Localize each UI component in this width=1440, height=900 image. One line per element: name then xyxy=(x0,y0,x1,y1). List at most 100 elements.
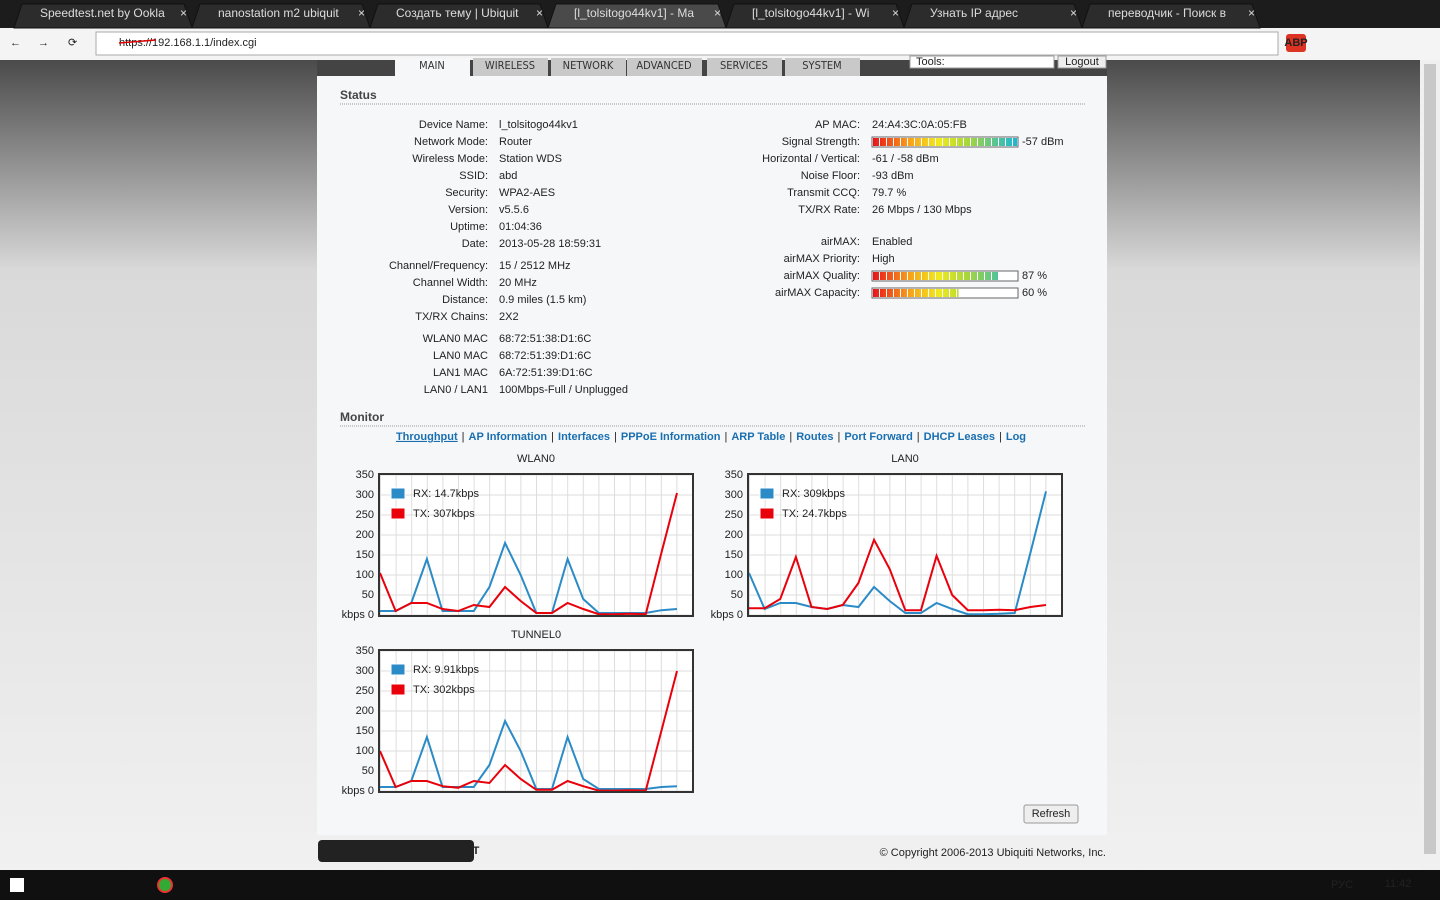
status-label: Wireless Mode: xyxy=(412,153,488,165)
monitor-link[interactable]: Port Forward xyxy=(844,431,912,443)
nav-tab-label: SYSTEM xyxy=(802,59,841,72)
address-bar[interactable] xyxy=(95,31,1279,56)
back[interactable]: ← xyxy=(10,37,21,49)
plot-frame xyxy=(747,473,1063,617)
status-value: v5.5.6 xyxy=(499,204,529,216)
abp-icon[interactable] xyxy=(1286,34,1306,52)
browser-tab[interactable] xyxy=(903,3,1083,29)
browser-tab[interactable] xyxy=(191,3,371,29)
logout-label: Logout xyxy=(1065,56,1099,68)
status-label: WLAN0 MAC xyxy=(423,333,488,345)
browser-tab[interactable] xyxy=(13,3,193,29)
scroll-thumb[interactable] xyxy=(1424,64,1436,854)
monitor-link[interactable]: Routes xyxy=(796,431,833,443)
y-tick-label: 250 xyxy=(356,509,374,521)
status-value: 01:04:36 xyxy=(499,221,542,233)
reload[interactable]: ⟳ xyxy=(68,37,77,49)
plot-frame xyxy=(378,649,694,793)
status-value: l_tolsitogo44kv1 xyxy=(499,119,578,131)
link-separator: | xyxy=(614,431,617,443)
status-label: LAN0 MAC xyxy=(433,350,488,362)
status-value: abd xyxy=(499,170,517,182)
status-label: airMAX Priority: xyxy=(784,253,860,265)
series-line xyxy=(379,670,678,792)
status-value: -93 dBm xyxy=(872,170,914,182)
logout-button[interactable] xyxy=(1057,55,1107,69)
status-label: Device Name: xyxy=(419,119,488,131)
v-grid xyxy=(379,474,693,616)
status-label: AP MAC: xyxy=(815,119,860,131)
monitor-link[interactable]: Interfaces xyxy=(558,431,610,443)
url[interactable]: https://192.168.1.1/index.cgi xyxy=(119,37,257,49)
status-title: Status xyxy=(340,88,377,102)
status-value: 2X2 xyxy=(499,311,519,323)
link-separator: | xyxy=(789,431,792,443)
chart-title: TUNNEL0 xyxy=(511,629,561,641)
series-line xyxy=(748,491,1047,616)
status-value: -61 / -58 dBm xyxy=(872,153,939,165)
legend-label: RX: 309kbps xyxy=(782,488,845,500)
status-value: 87 % xyxy=(1022,270,1047,282)
status-value: 68:72:51:39:D1:6C xyxy=(499,350,591,362)
status-label: Version: xyxy=(448,204,488,216)
y-tick-label: 200 xyxy=(725,529,743,541)
clock[interactable]: 11:42 xyxy=(1385,878,1412,890)
status-label: Network Mode: xyxy=(414,136,488,148)
browser-tab[interactable] xyxy=(547,3,727,29)
forward[interactable]: → xyxy=(38,37,49,49)
status-label: Channel Width: xyxy=(413,277,488,289)
status-label: Horizontal / Vertical: xyxy=(762,153,860,165)
tools-select[interactable] xyxy=(909,55,1055,69)
browser-tab[interactable] xyxy=(1081,3,1261,29)
status-label: TX/RX Rate: xyxy=(798,204,860,216)
y-tick-label: 100 xyxy=(356,745,374,757)
monitor-link[interactable]: Log xyxy=(1006,431,1026,443)
status-value: 68:72:51:38:D1:6C xyxy=(499,333,591,345)
status-value: 20 MHz xyxy=(499,277,537,289)
status-label: LAN1 MAC xyxy=(433,367,488,379)
status-label: airMAX: xyxy=(821,236,860,248)
nav-tab[interactable] xyxy=(395,58,470,76)
tab-close: × xyxy=(892,6,899,20)
start[interactable] xyxy=(10,878,24,892)
meter-segments xyxy=(873,272,999,280)
nav-tab[interactable] xyxy=(473,58,548,76)
tab-close: × xyxy=(358,6,365,20)
monitor-link[interactable]: PPPoE Information xyxy=(621,431,721,443)
monitor-link[interactable]: ARP Table xyxy=(731,431,785,443)
legend-swatch xyxy=(759,507,775,520)
status-value: 79.7 % xyxy=(872,187,906,199)
monitor-link[interactable]: Throughput xyxy=(396,431,458,443)
y-tick-label: 50 xyxy=(362,589,374,601)
tab-title: [l_tolsitogo44kv1] - Wi xyxy=(752,6,869,20)
chrome-icon[interactable] xyxy=(157,877,173,893)
y-tick-label: 100 xyxy=(356,569,374,581)
y-tick-label: 200 xyxy=(356,529,374,541)
lang[interactable]: РУС xyxy=(1331,879,1353,891)
link-separator: | xyxy=(837,431,840,443)
nav-tab-label: WIRELESS xyxy=(485,59,535,72)
status-label: Distance: xyxy=(442,294,488,306)
tab-title: Speedtest.net by Ookla xyxy=(40,6,165,20)
v-grid xyxy=(748,474,1062,616)
monitor-link[interactable]: AP Information xyxy=(469,431,548,443)
link-separator: | xyxy=(917,431,920,443)
nav-tab[interactable] xyxy=(551,58,626,76)
nav-tab[interactable] xyxy=(707,58,782,76)
y-tick-label: 350 xyxy=(356,469,374,481)
nav-tab[interactable] xyxy=(785,58,860,76)
nav-tab-label: NETWORK xyxy=(563,59,614,72)
nav-tab[interactable] xyxy=(627,58,702,76)
browser-tab[interactable] xyxy=(725,3,905,29)
v-grid xyxy=(379,650,693,792)
status-label: TX/RX Chains: xyxy=(415,311,488,323)
refresh-button[interactable] xyxy=(1023,804,1079,824)
y-tick-label: kbps 0 xyxy=(342,785,374,797)
tab-close: × xyxy=(536,6,543,20)
status-label: airMAX Quality: xyxy=(784,270,860,282)
genuine-badge xyxy=(318,840,474,862)
browser-tab[interactable] xyxy=(369,3,549,29)
status-label: SSID: xyxy=(459,170,488,182)
status-value: Enabled xyxy=(872,236,912,248)
monitor-link[interactable]: DHCP Leases xyxy=(924,431,995,443)
